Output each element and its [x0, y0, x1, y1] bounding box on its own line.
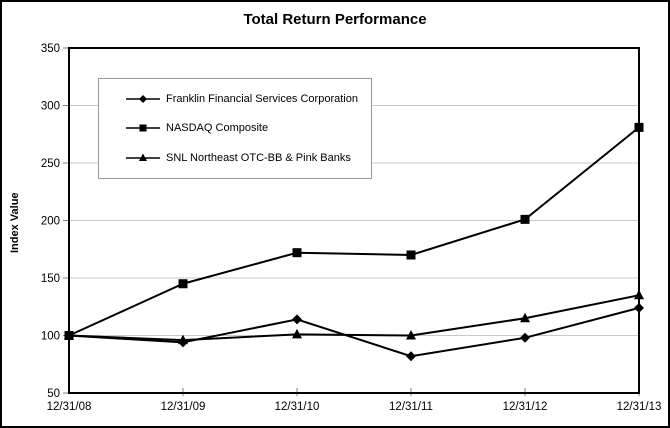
svg-text:200: 200 — [41, 216, 60, 228]
svg-text:350: 350 — [41, 43, 60, 55]
legend-box: Franklin Financial Services Corporation … — [98, 78, 372, 179]
svg-text:150: 150 — [41, 273, 60, 285]
diamond-marker-swatch-icon — [126, 94, 160, 103]
triangle-marker-swatch-icon — [126, 153, 160, 162]
svg-text:12/31/12: 12/31/12 — [503, 401, 548, 413]
svg-text:300: 300 — [41, 101, 60, 113]
legend-label: NASDAQ Composite — [166, 122, 269, 135]
legend-item-franklin: Franklin Financial Services Corporation — [126, 93, 365, 105]
svg-text:12/31/13: 12/31/13 — [617, 401, 662, 413]
chart-title: Total Return Performance — [243, 11, 427, 28]
legend-label: SNL Northeast OTC-BB & Pink Banks — [166, 152, 351, 165]
square-marker-swatch-icon — [126, 124, 160, 132]
legend-item-snl: SNL Northeast OTC-BB & Pink Banks — [126, 152, 365, 164]
svg-text:12/31/11: 12/31/11 — [389, 401, 433, 413]
svg-text:12/31/08: 12/31/08 — [47, 401, 92, 413]
svg-text:50: 50 — [47, 388, 60, 400]
svg-text:12/31/09: 12/31/09 — [161, 401, 206, 413]
svg-text:12/31/10: 12/31/10 — [275, 401, 320, 413]
legend-label: Franklin Financial Services Corporation — [166, 92, 358, 105]
svg-text:250: 250 — [41, 158, 60, 170]
legend-item-nasdaq: NASDAQ Composite — [126, 122, 365, 134]
svg-text:100: 100 — [41, 331, 60, 343]
